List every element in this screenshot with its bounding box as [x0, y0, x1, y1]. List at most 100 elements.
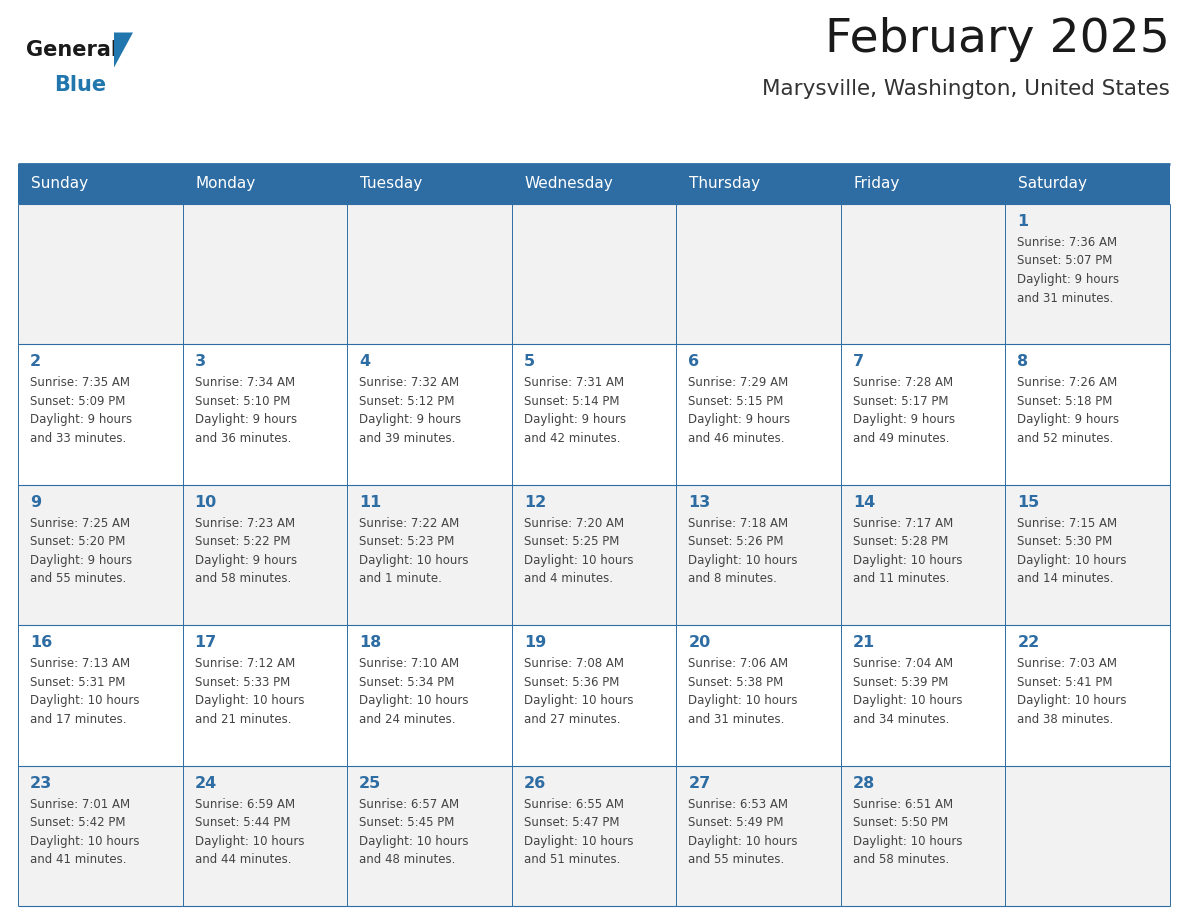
Text: Sunrise: 7:08 AM: Sunrise: 7:08 AM	[524, 657, 624, 670]
Bar	[18, 625, 183, 766]
Text: and 4 minutes.: and 4 minutes.	[524, 572, 613, 586]
Bar	[841, 204, 1005, 344]
Text: Sunset: 5:12 PM: Sunset: 5:12 PM	[359, 395, 455, 408]
Text: 4: 4	[359, 354, 371, 369]
Bar	[676, 766, 841, 906]
Text: Daylight: 10 hours: Daylight: 10 hours	[524, 834, 633, 847]
Text: and 33 minutes.: and 33 minutes.	[30, 431, 126, 445]
Text: Sunset: 5:26 PM: Sunset: 5:26 PM	[688, 535, 784, 548]
Text: Sunset: 5:30 PM: Sunset: 5:30 PM	[1017, 535, 1113, 548]
Bar	[347, 766, 512, 906]
Text: Sunrise: 7:04 AM: Sunrise: 7:04 AM	[853, 657, 953, 670]
Bar	[512, 766, 676, 906]
Text: Sunrise: 6:53 AM: Sunrise: 6:53 AM	[688, 798, 789, 811]
Text: Daylight: 10 hours: Daylight: 10 hours	[1017, 554, 1127, 566]
Bar	[18, 485, 183, 625]
Text: Daylight: 10 hours: Daylight: 10 hours	[853, 554, 962, 566]
Text: Daylight: 10 hours: Daylight: 10 hours	[359, 834, 468, 847]
Text: Sunrise: 7:32 AM: Sunrise: 7:32 AM	[359, 376, 460, 389]
Text: Sunset: 5:41 PM: Sunset: 5:41 PM	[1017, 676, 1113, 688]
Text: 12: 12	[524, 495, 546, 509]
Bar	[1005, 204, 1170, 344]
Text: Sunrise: 7:12 AM: Sunrise: 7:12 AM	[195, 657, 295, 670]
Bar	[676, 485, 841, 625]
Text: Sunset: 5:49 PM: Sunset: 5:49 PM	[688, 816, 784, 829]
Bar	[676, 344, 841, 485]
Text: Sunrise: 6:51 AM: Sunrise: 6:51 AM	[853, 798, 953, 811]
Text: and 46 minutes.: and 46 minutes.	[688, 431, 785, 445]
Text: Thursday: Thursday	[689, 176, 760, 192]
Text: 26: 26	[524, 776, 546, 790]
Text: and 14 minutes.: and 14 minutes.	[1017, 572, 1114, 586]
Text: Sunrise: 7:15 AM: Sunrise: 7:15 AM	[1017, 517, 1118, 530]
Text: Daylight: 9 hours: Daylight: 9 hours	[359, 413, 461, 426]
Text: 3: 3	[195, 354, 206, 369]
Text: Daylight: 10 hours: Daylight: 10 hours	[359, 694, 468, 707]
Text: Daylight: 10 hours: Daylight: 10 hours	[30, 694, 139, 707]
Text: and 52 minutes.: and 52 minutes.	[1017, 431, 1114, 445]
Text: Daylight: 10 hours: Daylight: 10 hours	[853, 834, 962, 847]
Text: February 2025: February 2025	[826, 17, 1170, 62]
Text: Daylight: 10 hours: Daylight: 10 hours	[524, 694, 633, 707]
Text: and 39 minutes.: and 39 minutes.	[359, 431, 455, 445]
Text: Blue: Blue	[53, 75, 106, 95]
Text: Sunset: 5:10 PM: Sunset: 5:10 PM	[195, 395, 290, 408]
Text: Sunrise: 7:31 AM: Sunrise: 7:31 AM	[524, 376, 624, 389]
Text: and 31 minutes.: and 31 minutes.	[688, 712, 784, 726]
Bar	[512, 625, 676, 766]
Bar	[512, 485, 676, 625]
Text: 24: 24	[195, 776, 217, 790]
Bar	[841, 766, 1005, 906]
Text: Daylight: 10 hours: Daylight: 10 hours	[195, 694, 304, 707]
Bar	[841, 625, 1005, 766]
Text: 8: 8	[1017, 354, 1029, 369]
Text: Sunrise: 7:23 AM: Sunrise: 7:23 AM	[195, 517, 295, 530]
Text: Sunset: 5:14 PM: Sunset: 5:14 PM	[524, 395, 619, 408]
Text: Sunrise: 6:55 AM: Sunrise: 6:55 AM	[524, 798, 624, 811]
Text: and 24 minutes.: and 24 minutes.	[359, 712, 456, 726]
Text: Daylight: 9 hours: Daylight: 9 hours	[195, 413, 297, 426]
Text: Daylight: 9 hours: Daylight: 9 hours	[30, 413, 132, 426]
Text: and 44 minutes.: and 44 minutes.	[195, 853, 291, 866]
Bar	[841, 344, 1005, 485]
Text: Wednesday: Wednesday	[525, 176, 613, 192]
Text: and 41 minutes.: and 41 minutes.	[30, 853, 126, 866]
Text: and 17 minutes.: and 17 minutes.	[30, 712, 126, 726]
Text: 2: 2	[30, 354, 42, 369]
Text: and 58 minutes.: and 58 minutes.	[195, 572, 291, 586]
Bar	[1005, 485, 1170, 625]
Text: Sunrise: 7:10 AM: Sunrise: 7:10 AM	[359, 657, 460, 670]
Polygon shape	[114, 32, 133, 68]
Text: Sunset: 5:45 PM: Sunset: 5:45 PM	[359, 816, 455, 829]
Text: 13: 13	[688, 495, 710, 509]
Text: Sunrise: 7:34 AM: Sunrise: 7:34 AM	[195, 376, 295, 389]
Text: Sunday: Sunday	[31, 176, 88, 192]
Text: Tuesday: Tuesday	[360, 176, 423, 192]
Text: Daylight: 9 hours: Daylight: 9 hours	[1017, 413, 1119, 426]
Text: and 49 minutes.: and 49 minutes.	[853, 431, 949, 445]
Bar	[841, 485, 1005, 625]
Text: Daylight: 10 hours: Daylight: 10 hours	[688, 554, 798, 566]
Bar	[183, 625, 347, 766]
Text: Sunrise: 7:25 AM: Sunrise: 7:25 AM	[30, 517, 131, 530]
Text: Daylight: 10 hours: Daylight: 10 hours	[853, 694, 962, 707]
Text: Sunrise: 7:03 AM: Sunrise: 7:03 AM	[1017, 657, 1118, 670]
Text: Sunset: 5:28 PM: Sunset: 5:28 PM	[853, 535, 948, 548]
Text: Daylight: 10 hours: Daylight: 10 hours	[688, 834, 798, 847]
Text: and 36 minutes.: and 36 minutes.	[195, 431, 291, 445]
Text: Sunset: 5:18 PM: Sunset: 5:18 PM	[1017, 395, 1113, 408]
Text: 18: 18	[359, 635, 381, 650]
Text: 5: 5	[524, 354, 535, 369]
Text: Sunrise: 6:57 AM: Sunrise: 6:57 AM	[359, 798, 460, 811]
Text: 14: 14	[853, 495, 876, 509]
Text: Sunset: 5:15 PM: Sunset: 5:15 PM	[688, 395, 784, 408]
Text: Monday: Monday	[196, 176, 255, 192]
Text: Sunset: 5:23 PM: Sunset: 5:23 PM	[359, 535, 455, 548]
Text: Daylight: 10 hours: Daylight: 10 hours	[30, 834, 139, 847]
Text: 16: 16	[30, 635, 52, 650]
Text: and 38 minutes.: and 38 minutes.	[1017, 712, 1113, 726]
Bar	[512, 344, 676, 485]
Text: Sunset: 5:47 PM: Sunset: 5:47 PM	[524, 816, 619, 829]
Text: Sunset: 5:07 PM: Sunset: 5:07 PM	[1017, 254, 1113, 267]
Text: and 58 minutes.: and 58 minutes.	[853, 853, 949, 866]
